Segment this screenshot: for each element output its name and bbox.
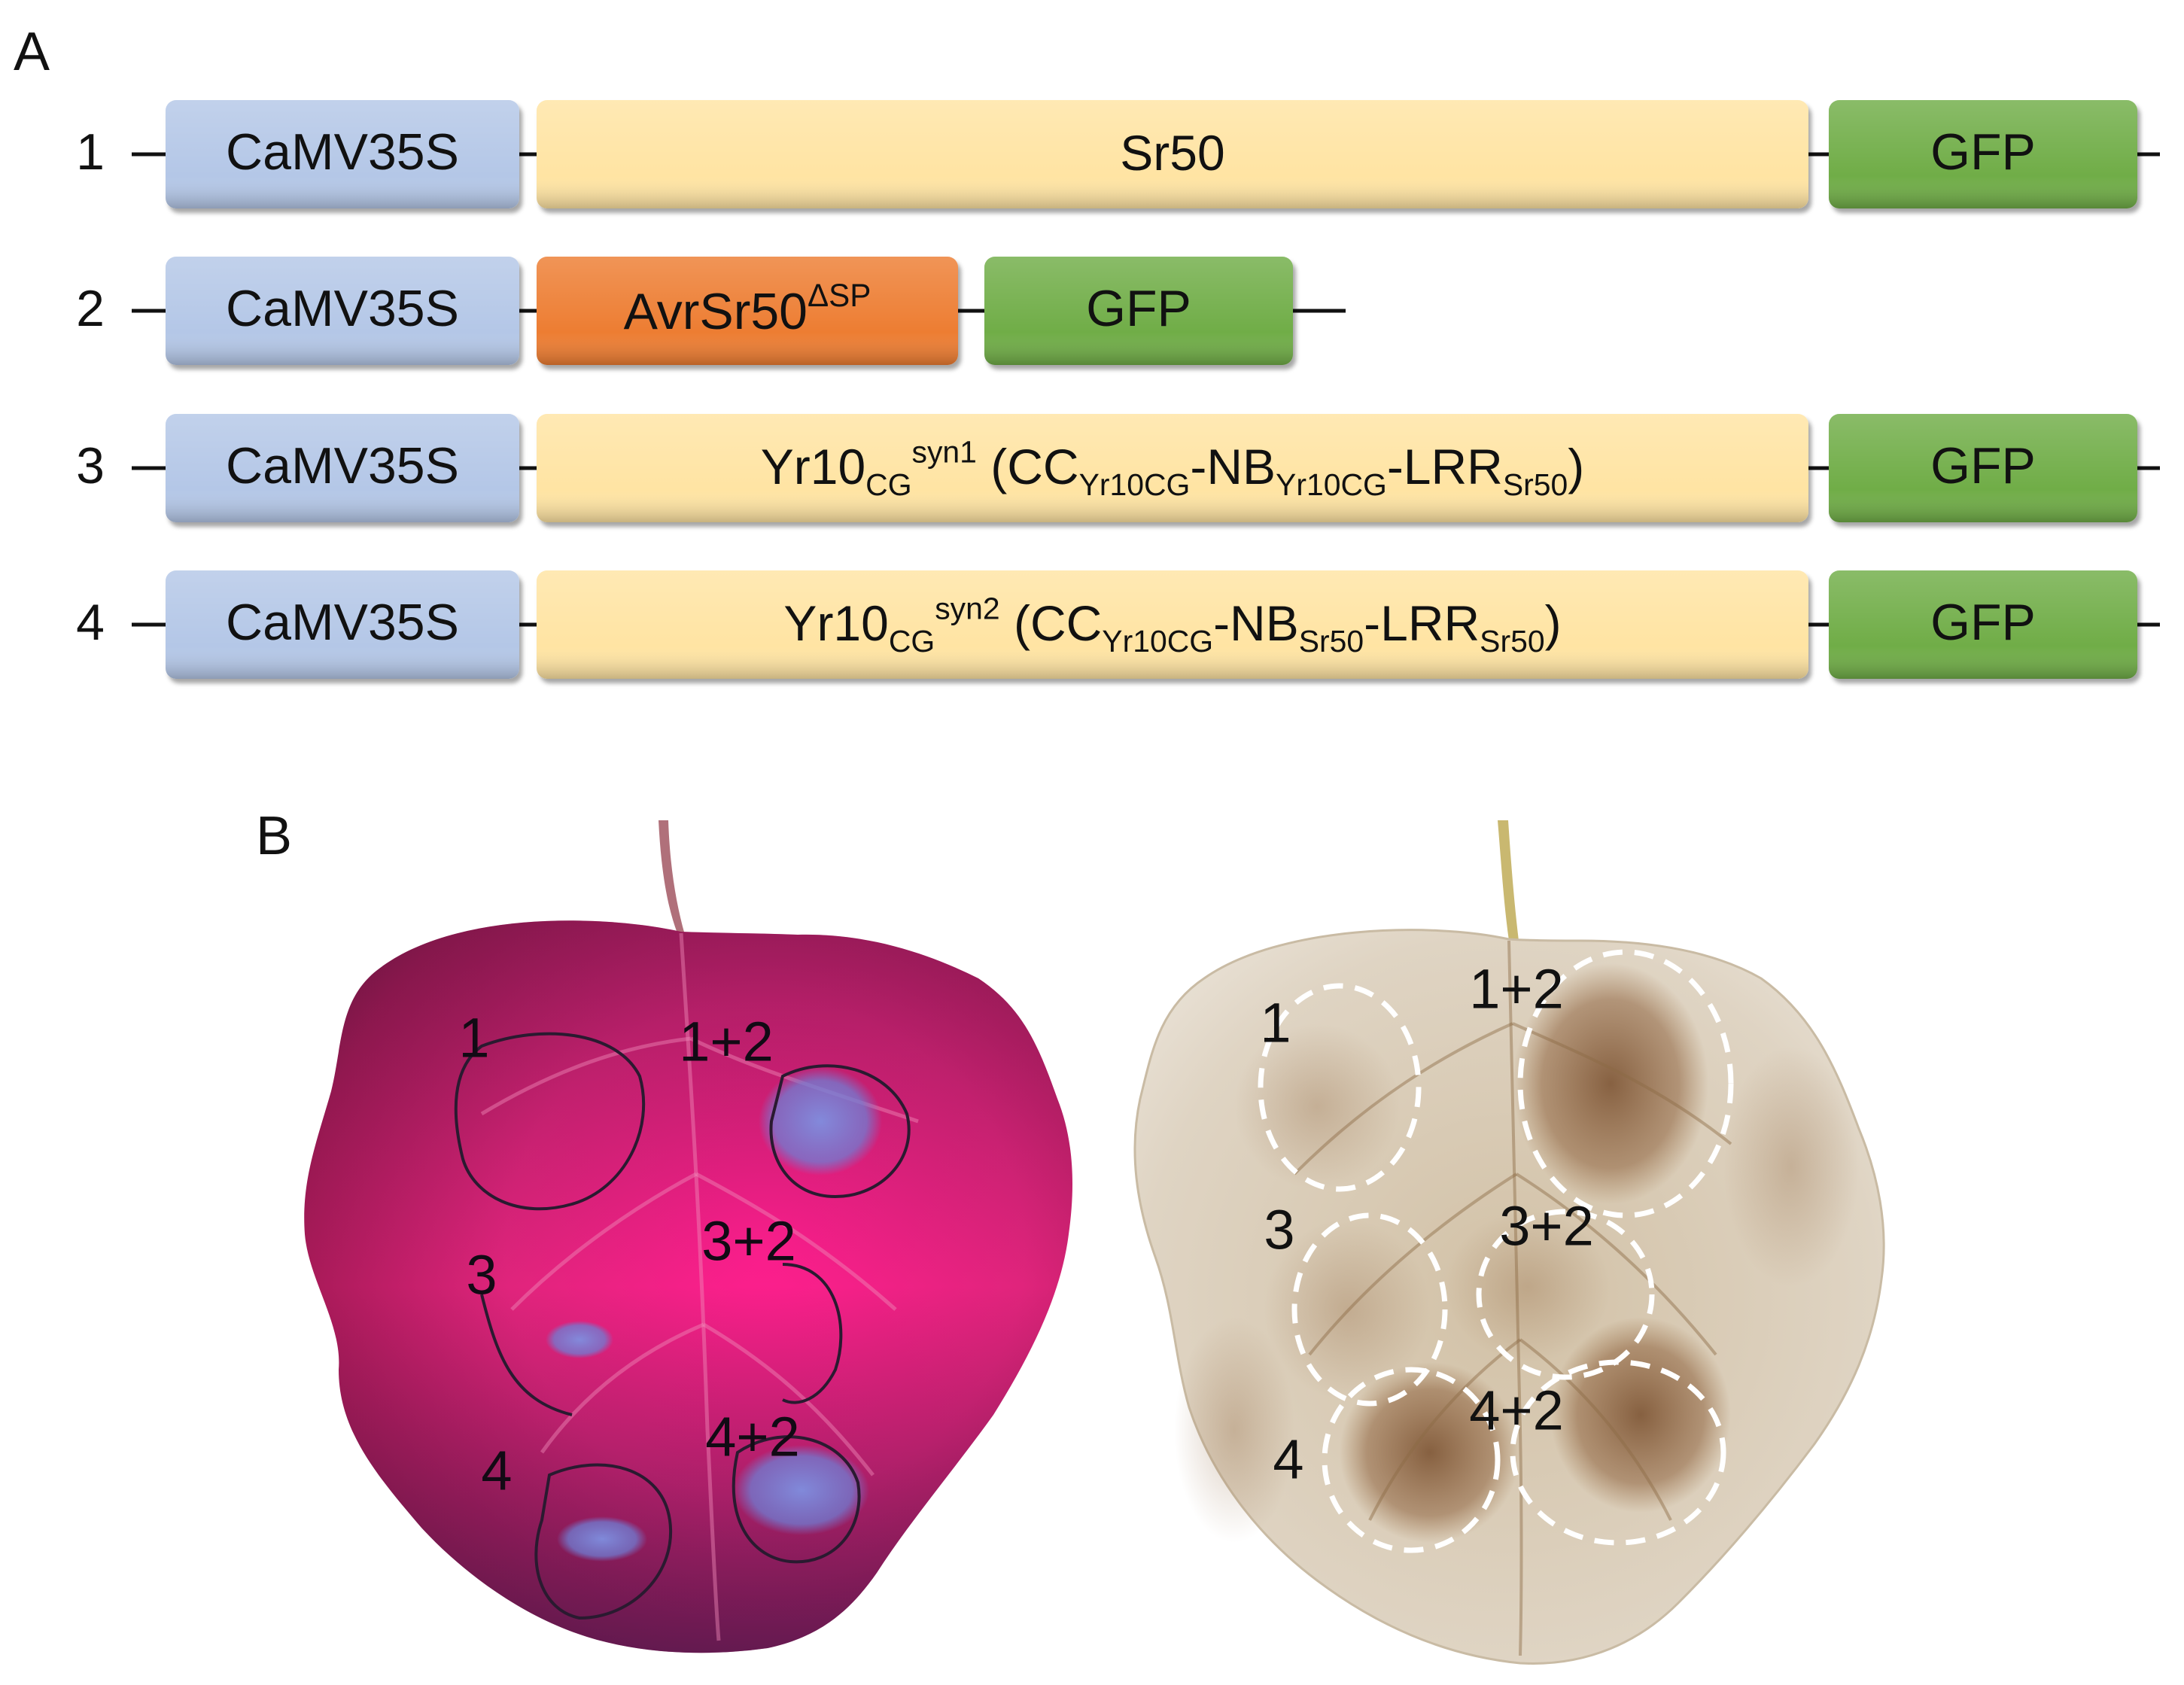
gene-label: Yr10CGsyn2 (CCYr10CG-NBSr50-LRRSr50) bbox=[783, 591, 1561, 658]
uv-leaf-shading bbox=[304, 920, 1072, 1653]
gfp-tag-label: GFP bbox=[1930, 594, 2036, 651]
infiltration-zone-outline bbox=[1291, 1212, 1448, 1407]
promoter-label: CaMV35S bbox=[226, 280, 459, 337]
construct-number: 2 bbox=[76, 280, 105, 337]
dab-spot-label: 4 bbox=[1273, 1428, 1303, 1491]
dab-spot-label: 1 bbox=[1260, 992, 1291, 1054]
construct-row-2: 2 CaMV35S AvrSr50ΔSP GFP bbox=[76, 257, 1346, 365]
fluorescence-spot bbox=[546, 1321, 613, 1358]
leaf-vein bbox=[480, 1036, 692, 1116]
construct-row-4: 4 CaMV35S Yr10CGsyn2 (CCYr10CG-NBSr50-LRRS… bbox=[76, 570, 2160, 679]
effector-box bbox=[537, 257, 958, 365]
dab-stain-region bbox=[1723, 1046, 1859, 1287]
dab-stain-region bbox=[1340, 1362, 1520, 1543]
dab-spot-label: 3+2 bbox=[1499, 1195, 1594, 1258]
infiltration-zone-outline bbox=[1510, 1359, 1726, 1546]
dab-stain-region bbox=[1174, 1317, 1294, 1543]
uv-leaf-photo: 1 1+2 3 3+2 4 4+2 bbox=[304, 820, 1072, 1653]
leaf-vein bbox=[1507, 940, 1523, 1656]
promoter-box bbox=[166, 414, 519, 522]
dab-spot-label: 1+2 bbox=[1469, 958, 1564, 1020]
fluorescence-spot bbox=[759, 1067, 882, 1176]
dab-spot-label: 4+2 bbox=[1469, 1379, 1564, 1442]
gfp-tag-box bbox=[1829, 570, 2137, 679]
promoter-label: CaMV35S bbox=[226, 594, 459, 651]
infiltration-zone-outline bbox=[1322, 1367, 1501, 1553]
leaf-vein bbox=[1519, 1338, 1672, 1521]
leaf-vein bbox=[1293, 1022, 1513, 1176]
leaf-vein bbox=[702, 1322, 875, 1477]
fluorescence-spot bbox=[734, 1445, 869, 1535]
uv-spot-label: 3 bbox=[466, 1244, 497, 1306]
gfp-tag-label: GFP bbox=[1930, 123, 2036, 181]
infiltration-zone-outline bbox=[1517, 949, 1734, 1218]
dab-leaf-photo: 1 1+2 3 3+2 4 4+2 bbox=[1133, 820, 1885, 1665]
infiltration-zone-outline bbox=[1258, 983, 1422, 1192]
leaf-vein bbox=[695, 1172, 897, 1311]
leaf-petiole bbox=[659, 820, 685, 935]
promoter-label: CaMV35S bbox=[226, 437, 459, 494]
effector-label: AvrSr50ΔSP bbox=[624, 278, 871, 340]
gene-box bbox=[537, 100, 1808, 208]
uv-spot-label: 4+2 bbox=[705, 1406, 800, 1468]
dab-stain-region bbox=[1234, 1023, 1400, 1189]
construct-number: 4 bbox=[76, 594, 105, 651]
leaf-vein bbox=[1515, 1173, 1717, 1356]
panel-a-label: A bbox=[14, 22, 50, 82]
infiltration-outline bbox=[769, 1064, 911, 1199]
promoter-label: CaMV35S bbox=[226, 123, 459, 181]
leaf-vein bbox=[1512, 1022, 1732, 1145]
gfp-tag-box bbox=[1829, 414, 2137, 522]
uv-spot-label: 1 bbox=[458, 1007, 489, 1069]
leaf-vein bbox=[510, 1172, 698, 1311]
leaf-vein bbox=[1308, 1173, 1518, 1356]
infiltration-outline bbox=[454, 1032, 646, 1211]
leaf-vein bbox=[679, 932, 721, 1641]
gene-label: Sr50 bbox=[1120, 125, 1224, 181]
infiltration-outline bbox=[732, 1435, 861, 1564]
gfp-tag-label: GFP bbox=[1086, 280, 1191, 337]
construct-row-3: 3 CaMV35S Yr10CGsyn1 (CCYr10CG-NBYr10CG-LR… bbox=[76, 414, 2160, 522]
infiltration-outline bbox=[480, 1294, 573, 1416]
dab-spot-label: 3 bbox=[1264, 1199, 1294, 1261]
leaf-vein bbox=[1368, 1338, 1522, 1521]
uv-spot-label: 3+2 bbox=[701, 1210, 796, 1273]
uv-spot-label: 1+2 bbox=[679, 1011, 774, 1073]
construct-row-1: 1 CaMV35S Sr50 GFP bbox=[76, 100, 2160, 208]
promoter-box bbox=[166, 257, 519, 365]
gfp-tag-box bbox=[1829, 100, 2137, 208]
dab-stain-region bbox=[1550, 1317, 1731, 1513]
construct-diagram: 1 CaMV35S Sr50 GFP 2 CaMV35S AvrSr50ΔSP GFP 3 CaM… bbox=[76, 100, 2160, 679]
leaf-vein bbox=[540, 1322, 704, 1454]
uv-spot-label: 4 bbox=[481, 1440, 512, 1502]
promoter-box bbox=[166, 570, 519, 679]
panel-b-label: B bbox=[256, 806, 293, 866]
gene-box bbox=[537, 414, 1808, 522]
promoter-box bbox=[166, 100, 519, 208]
dab-stain-region bbox=[1264, 1219, 1430, 1400]
dab-stain-region bbox=[1513, 963, 1708, 1204]
infiltration-outline bbox=[782, 1263, 843, 1404]
leaf-petiole bbox=[1498, 820, 1519, 941]
leaf-assay-panel: 1 1+2 3 3+2 4 4+2 1 1+2 3 3+2 4 4+2 bbox=[304, 820, 1885, 1665]
construct-number: 1 bbox=[76, 123, 105, 181]
infiltration-outline bbox=[534, 1463, 673, 1620]
gene-label: Yr10CGsyn1 (CCYr10CG-NBYr10CG-LRRSr50) bbox=[761, 434, 1585, 502]
fluorescence-spot bbox=[557, 1516, 647, 1562]
gfp-tag-box bbox=[984, 257, 1293, 365]
gfp-tag-label: GFP bbox=[1930, 437, 2036, 494]
infiltration-zone-outline bbox=[1476, 1209, 1655, 1380]
construct-number: 3 bbox=[76, 437, 105, 494]
gene-box bbox=[537, 570, 1808, 679]
